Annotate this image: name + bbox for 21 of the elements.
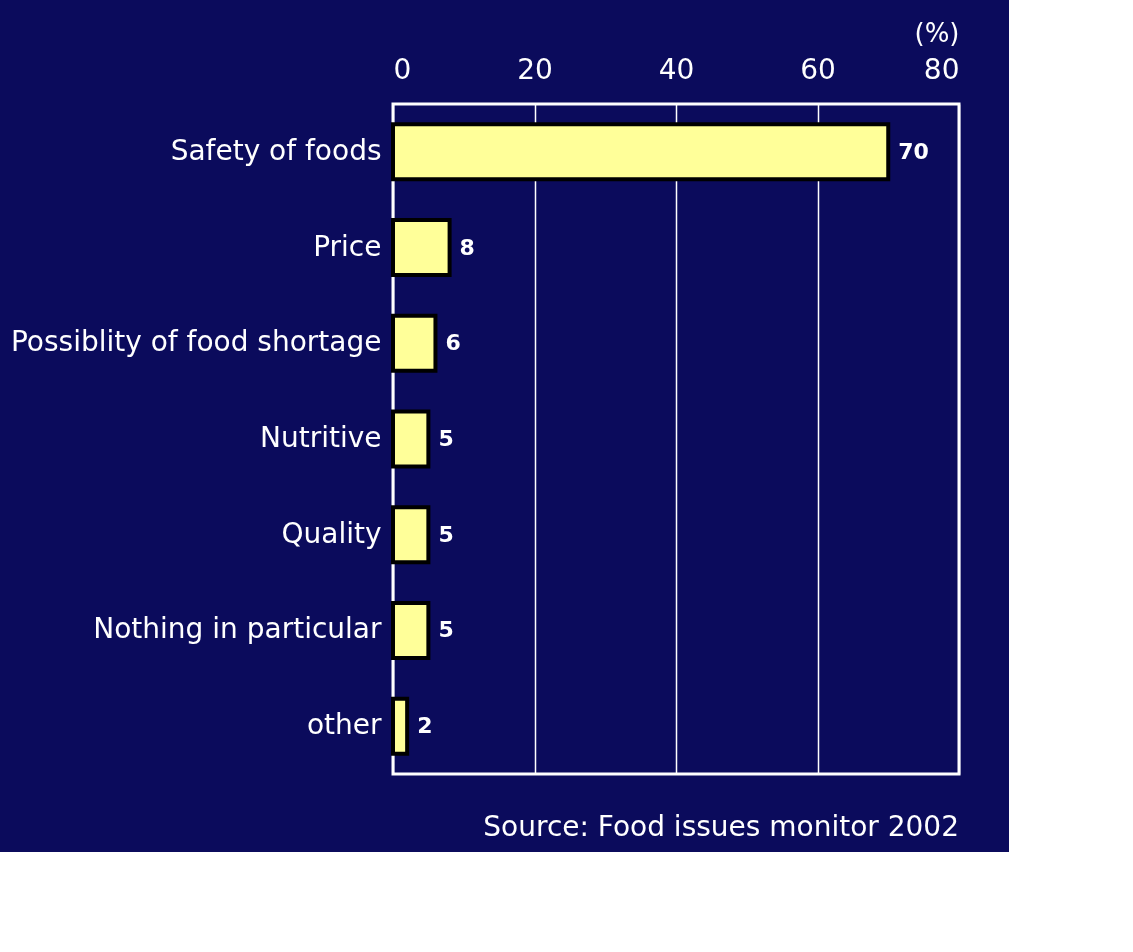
- y-tick-label: Nothing in particular: [93, 612, 382, 646]
- y-tick-label: Nutritive: [259, 421, 382, 454]
- y-tick-label: Price: [313, 229, 382, 263]
- x-tick-label: 20: [517, 52, 553, 86]
- data-label: 5: [438, 617, 454, 643]
- data-label: 5: [438, 426, 454, 451]
- data-label: 5: [438, 521, 454, 547]
- x-tick-label: 60: [800, 52, 836, 86]
- data-label: 2: [417, 713, 433, 739]
- x-tick-label: 40: [658, 52, 695, 86]
- source-note: Source: Food issues monitor 2002: [483, 810, 959, 843]
- y-tick-label: other: [306, 708, 382, 742]
- data-label: 70: [898, 138, 929, 164]
- x-axis-title: (%): [914, 17, 960, 48]
- y-tick-label: Possiblity of food shortage: [10, 325, 382, 359]
- data-label: 6: [445, 330, 461, 356]
- data-label: 8: [459, 234, 475, 260]
- y-tick-label: Quality: [281, 516, 382, 550]
- y-tick-label: Safety of foods: [170, 133, 382, 167]
- x-tick-label: 0: [393, 52, 412, 86]
- x-tick-label: 80: [923, 52, 960, 86]
